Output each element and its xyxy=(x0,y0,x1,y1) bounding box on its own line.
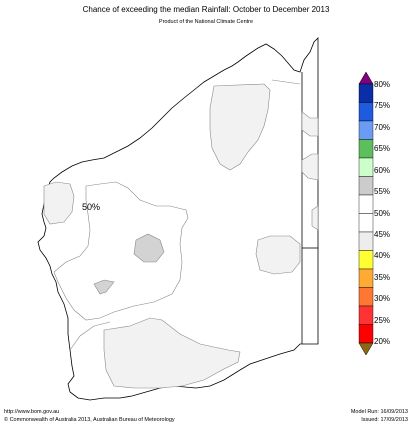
small-interior-region xyxy=(93,279,115,295)
legend-swatch xyxy=(358,250,374,270)
west-coast-region xyxy=(43,181,75,225)
legend-label: 75% xyxy=(374,101,391,111)
footer-left: http://www.bom.gov.au © Commonwealth of … xyxy=(4,408,175,424)
kimberley-region xyxy=(209,83,271,171)
legend-swatch xyxy=(358,287,374,307)
legend-label: 35% xyxy=(374,272,391,282)
legend-swatch xyxy=(358,268,374,288)
legend-swatch xyxy=(358,102,374,122)
chart-title: Chance of exceeding the median Rainfall:… xyxy=(82,5,330,14)
legend-swatch xyxy=(358,324,374,344)
region-probability-label: 50% xyxy=(82,202,101,212)
legend-label: 65% xyxy=(374,144,391,154)
legend-label: 55% xyxy=(374,187,391,197)
legend-label: 30% xyxy=(374,294,391,304)
legend-swatch xyxy=(358,176,374,196)
legend-swatch xyxy=(358,157,374,177)
legend-label: 70% xyxy=(374,122,391,132)
footer-url[interactable]: http://www.bom.gov.au xyxy=(4,409,60,415)
legend-swatch xyxy=(358,213,374,233)
central-region xyxy=(255,235,301,275)
interior-high-region xyxy=(133,233,165,263)
east-region-upper xyxy=(301,111,319,137)
legend-label: 45% xyxy=(374,229,391,239)
footer-model-run: Model Run: 16/09/2013 xyxy=(350,409,408,415)
east-region-low xyxy=(311,205,319,231)
south-region xyxy=(103,317,241,389)
east-region-mid xyxy=(301,153,319,181)
legend-bottom-arrow xyxy=(358,342,374,356)
legend-swatch xyxy=(358,231,374,251)
legend-swatch xyxy=(358,305,374,325)
legend-label: 80% xyxy=(374,80,391,89)
legend-label: 40% xyxy=(374,251,391,261)
legend-swatch xyxy=(358,120,374,140)
legend-top-arrow xyxy=(358,72,374,85)
contour-line-north xyxy=(271,79,301,85)
legend-label: 25% xyxy=(374,315,391,325)
chart-subtitle: Product of the National Climate Centre xyxy=(158,19,254,25)
legend-label: 20% xyxy=(374,337,391,346)
contour-line-south xyxy=(69,321,111,351)
legend-swatch xyxy=(358,139,374,159)
footer-copyright: © Commonwealth of Australia 2013, Austra… xyxy=(4,417,175,423)
legend-colorbar xyxy=(358,72,374,356)
legend-label: 50% xyxy=(374,208,391,218)
legend-swatches xyxy=(358,83,374,344)
footer-issued: Issued: 17/09/2013 xyxy=(361,417,408,423)
legend-label: 60% xyxy=(374,165,391,175)
contour-line-inner xyxy=(53,181,189,321)
legend-swatch xyxy=(358,194,374,214)
footer-right: Model Run: 16/09/2013 Issued: 17/09/2013 xyxy=(351,408,408,424)
legend-swatch xyxy=(358,83,374,103)
